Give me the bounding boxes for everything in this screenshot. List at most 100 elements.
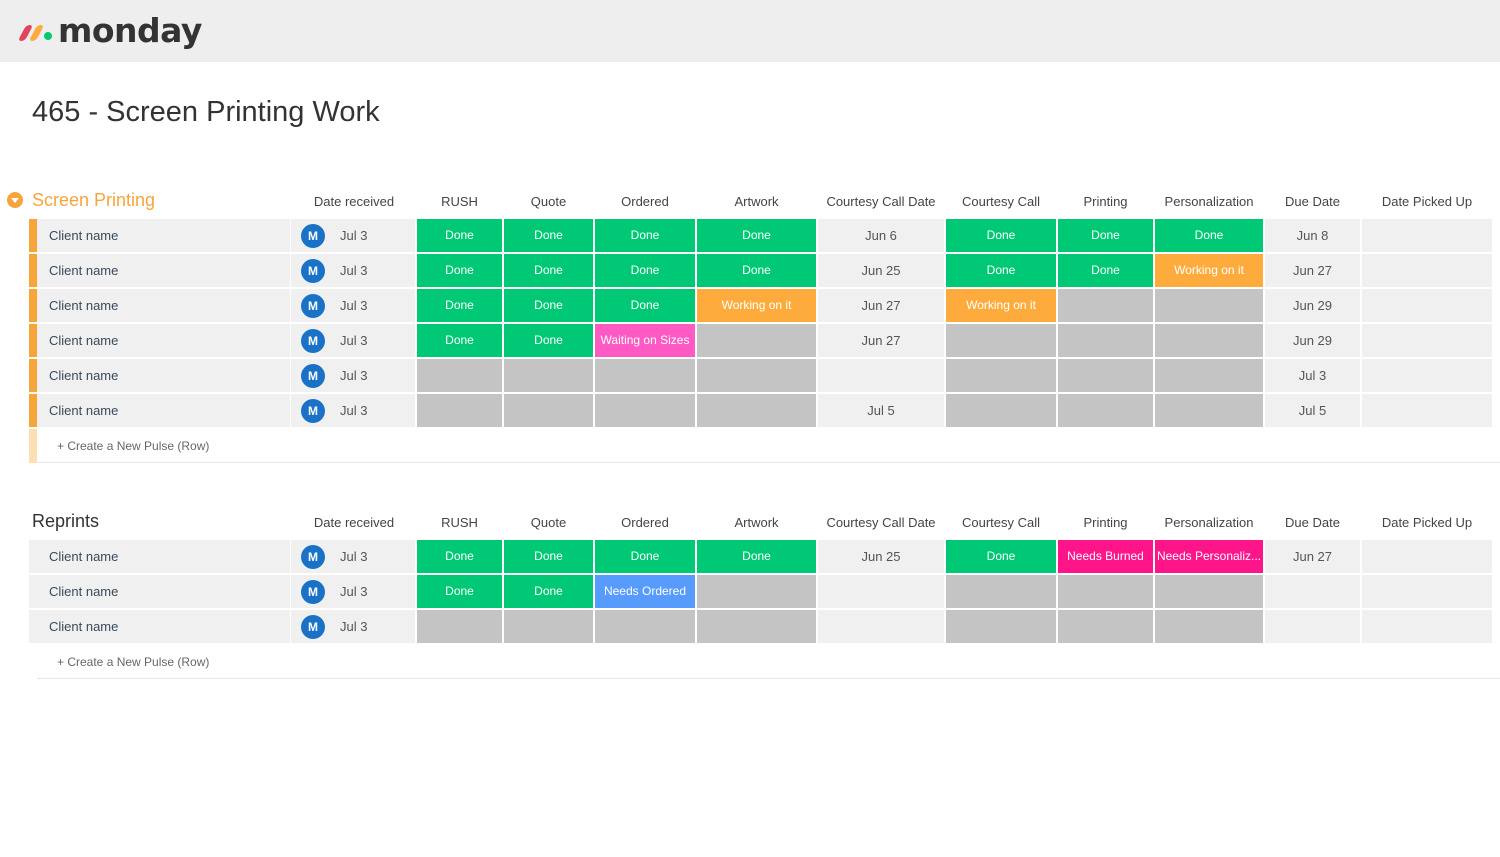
status-cell-quote[interactable]: Done [504,324,593,357]
status-cell-artwork[interactable] [697,394,816,427]
status-cell-rush[interactable] [417,610,502,643]
date-cell-due[interactable] [1265,610,1360,643]
date-cell-due[interactable]: Jun 8 [1265,219,1360,252]
name-cell[interactable] [37,394,290,427]
create-pulse-row[interactable]: + Create a New Pulse (Row) [0,429,1500,463]
status-cell-ordered[interactable]: Done [595,219,695,252]
status-cell-cc[interactable] [946,610,1056,643]
status-cell-quote[interactable]: Done [504,575,593,608]
status-cell-ordered[interactable]: Done [595,254,695,287]
monday-logo[interactable]: monday [17,10,202,50]
item-name[interactable]: Client name [49,584,119,599]
chevron-down-icon[interactable] [7,192,23,208]
status-cell-ordered[interactable] [595,394,695,427]
status-cell-ordered[interactable]: Done [595,289,695,322]
status-cell-cc[interactable]: Done [946,540,1056,573]
group-name[interactable]: Reprints [32,511,100,531]
status-cell-rush[interactable]: Done [417,540,502,573]
status-cell-quote[interactable]: Done [504,254,593,287]
status-cell-quote[interactable] [504,394,593,427]
status-cell-printing[interactable] [1058,324,1153,357]
status-cell-quote[interactable] [504,359,593,392]
name-cell[interactable] [37,359,290,392]
item-name[interactable]: Client name [49,298,119,313]
table-row[interactable]: Client name M Jul 3 Done Done Done Done Jun 25 D… [0,254,1500,287]
status-cell-rush[interactable] [417,359,502,392]
status-cell-artwork[interactable]: Done [697,540,816,573]
status-cell-cc[interactable] [946,359,1056,392]
date-cell-due[interactable]: Jul 5 [1265,394,1360,427]
name-cell[interactable] [37,324,290,357]
table-row[interactable]: Client name M Jul 3 Done Done Done Working on … [0,289,1500,322]
date-cell-picked[interactable] [1362,219,1492,252]
column-header[interactable]: Due Date [1285,194,1340,209]
column-header[interactable]: RUSH [441,515,478,530]
avatar[interactable]: M [301,259,325,283]
status-cell-personalization[interactable] [1155,324,1263,357]
column-header[interactable]: Date Picked Up [1381,194,1473,209]
date-cell-picked[interactable] [1362,324,1492,357]
table-row[interactable]: Client name M Jul 3 Jul 5 Jul 5 [0,394,1500,427]
status-cell-personalization[interactable]: Done [1155,219,1263,252]
status-cell-cc[interactable] [946,324,1056,357]
item-name[interactable]: Client name [49,263,119,278]
column-header[interactable]: Date received [313,515,395,530]
date-cell-due[interactable]: Jun 27 [1265,254,1360,287]
date-cell-due[interactable] [1265,575,1360,608]
item-name[interactable]: Client name [49,333,119,348]
status-cell-printing[interactable]: Done [1058,219,1153,252]
status-cell-cc[interactable] [946,394,1056,427]
name-cell[interactable] [37,219,290,252]
table-row[interactable]: Client name M Jul 3 Done Done Done Done Jun 25 D… [0,540,1500,573]
create-pulse-button[interactable]: + Create a New Pulse (Row) [57,439,210,453]
board-title[interactable]: 465 - Screen Printing Work [32,96,380,128]
item-name[interactable]: Client name [49,549,119,564]
date-cell-picked[interactable] [1362,575,1492,608]
column-header[interactable]: Quote [530,194,567,209]
date-cell-picked[interactable] [1362,254,1492,287]
create-pulse-body[interactable] [37,645,1500,679]
avatar[interactable]: M [301,545,325,569]
status-cell-artwork[interactable] [697,359,816,392]
column-header[interactable]: Ordered [621,515,669,530]
status-cell-rush[interactable] [417,394,502,427]
status-cell-ordered[interactable]: Waiting on Sizes [595,324,695,357]
status-cell-artwork[interactable]: Done [697,254,816,287]
date-cell-picked[interactable] [1362,610,1492,643]
name-cell[interactable] [37,540,290,573]
name-cell[interactable] [37,289,290,322]
column-header[interactable]: Courtesy Call [961,194,1041,209]
create-pulse-row[interactable]: + Create a New Pulse (Row) [0,645,1500,679]
column-header[interactable]: Date received [313,194,395,209]
status-cell-printing[interactable] [1058,394,1153,427]
date-cell-picked[interactable] [1362,540,1492,573]
avatar[interactable]: M [301,294,325,318]
item-name[interactable]: Client name [49,619,119,634]
table-row[interactable]: Client name M Jul 3 Jul 3 [0,359,1500,392]
status-cell-personalization[interactable] [1155,575,1263,608]
table-row[interactable]: Client name M Jul 3 Done Done Waiting on Size… [0,324,1500,357]
status-cell-printing[interactable]: Needs Burned [1058,540,1153,573]
item-name[interactable]: Client name [49,228,119,243]
item-name[interactable]: Client name [49,403,119,418]
status-cell-rush[interactable]: Done [417,254,502,287]
date-cell-cc-date[interactable]: Jun 25 [818,540,944,573]
create-pulse-button[interactable]: + Create a New Pulse (Row) [57,655,210,669]
column-header[interactable]: Personalization [1164,515,1254,530]
status-cell-quote[interactable]: Done [504,289,593,322]
column-header[interactable]: Personalization [1164,194,1254,209]
column-header[interactable]: Artwork [734,194,779,209]
status-cell-personalization[interactable] [1155,610,1263,643]
name-cell[interactable] [37,610,290,643]
column-header[interactable]: Ordered [621,194,669,209]
status-cell-cc[interactable]: Done [946,254,1056,287]
date-cell-picked[interactable] [1362,359,1492,392]
date-cell-cc-date[interactable]: Jun 27 [818,324,944,357]
status-cell-artwork[interactable] [697,324,816,357]
table-row[interactable]: Client name M Jul 3 [0,610,1500,643]
date-cell-due[interactable]: Jul 3 [1265,359,1360,392]
status-cell-personalization[interactable]: Needs Personaliz... [1155,540,1263,573]
status-cell-artwork[interactable]: Done [697,219,816,252]
date-cell-picked[interactable] [1362,289,1492,322]
status-cell-cc[interactable]: Done [946,219,1056,252]
